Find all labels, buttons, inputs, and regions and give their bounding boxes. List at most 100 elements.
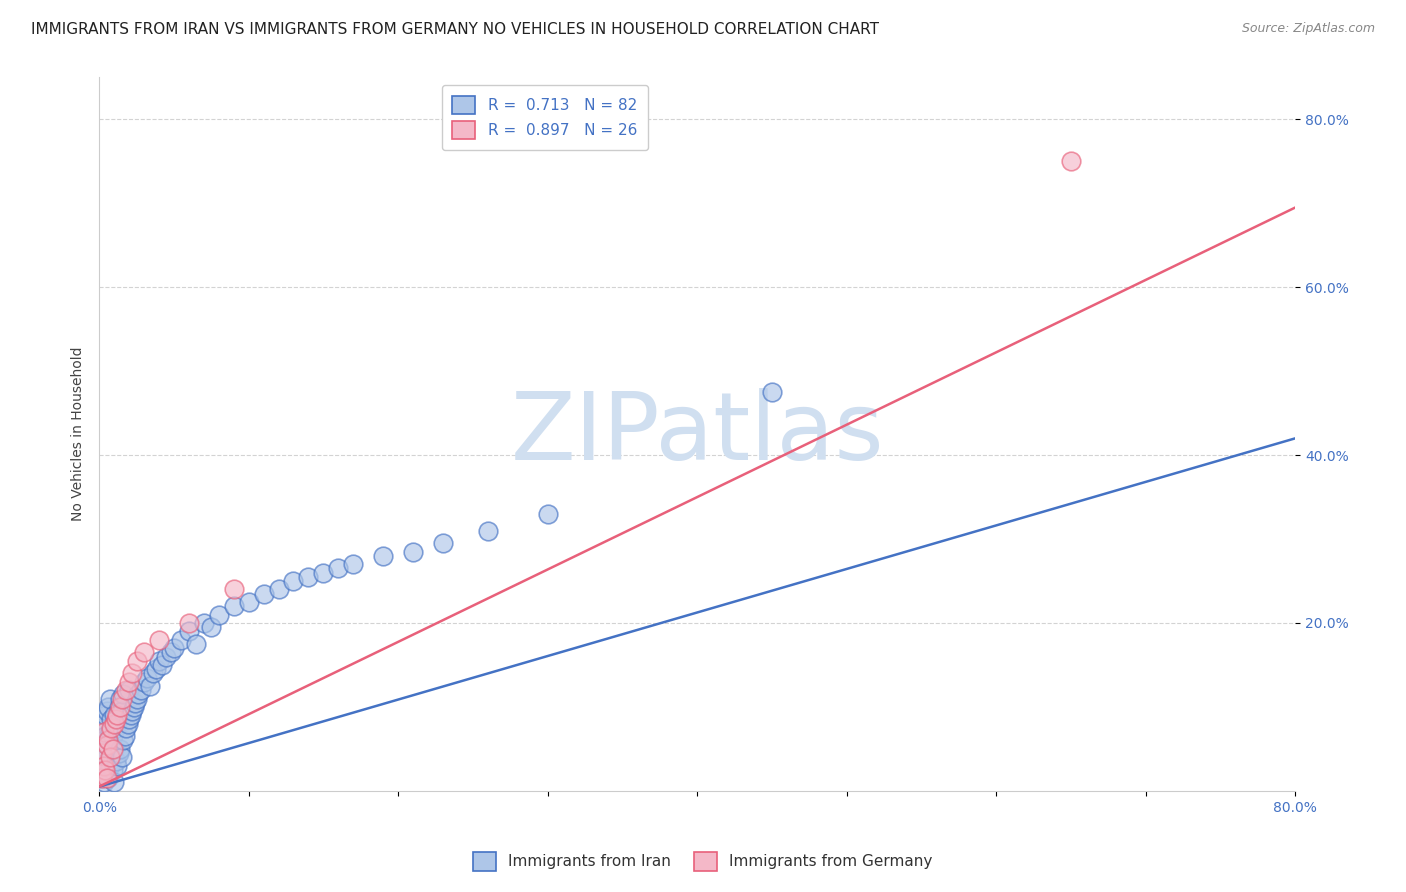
Point [97,733,120,747]
Point [96,767,118,781]
Point [1060,154,1083,169]
Point [112,733,135,747]
Point [93,716,115,731]
Point [125,654,148,668]
Point [120,708,142,723]
Point [148,654,170,668]
Point [94,729,117,743]
Point [117,716,139,731]
Point [200,620,222,634]
Point [110,750,132,764]
Point [193,615,215,630]
Point [104,721,127,735]
Point [98,691,121,706]
Y-axis label: No Vehicles in Household: No Vehicles in Household [72,347,86,522]
Point [537,507,560,521]
Point [101,742,124,756]
Point [107,746,129,760]
Point [160,645,183,659]
Point [267,582,290,597]
Point [342,558,364,572]
Point [97,771,120,785]
Point [105,708,128,723]
Point [94,763,117,777]
Point [283,574,305,588]
Point [97,699,120,714]
Point [100,713,122,727]
Point [761,385,783,400]
Point [104,755,127,769]
Point [121,666,143,681]
Point [110,691,132,706]
Point [91,755,114,769]
Point [98,758,121,772]
Point [90,733,112,747]
Text: ZIPatlas: ZIPatlas [510,388,884,480]
Point [90,767,112,781]
Legend: Immigrants from Iran, Immigrants from Germany: Immigrants from Iran, Immigrants from Ge… [464,843,942,880]
Point [98,750,121,764]
Point [208,607,231,622]
Point [148,632,170,647]
Point [186,637,208,651]
Point [127,687,149,701]
Point [91,746,114,760]
Point [96,771,118,785]
Point [155,649,177,664]
Point [115,683,138,698]
Point [100,750,122,764]
Point [93,746,115,760]
Point [297,570,319,584]
Point [177,615,200,630]
Point [91,771,114,785]
Point [132,674,155,689]
Point [112,687,135,701]
Point [97,733,120,747]
Point [312,566,335,580]
Point [402,544,425,558]
Point [328,561,350,575]
Point [122,699,145,714]
Point [477,524,499,538]
Point [222,582,245,597]
Point [100,721,122,735]
Point [96,704,118,718]
Point [105,716,128,731]
Point [163,641,186,656]
Point [118,683,141,698]
Point [108,742,131,756]
Point [170,632,193,647]
Point [139,679,162,693]
Point [238,595,260,609]
Point [124,696,146,710]
Point [103,708,125,723]
Legend: R =  0.713   N = 82, R =  0.897   N = 26: R = 0.713 N = 82, R = 0.897 N = 26 [441,85,648,150]
Point [107,699,129,714]
Point [91,771,114,785]
Point [91,721,114,735]
Point [96,738,118,752]
Point [252,586,274,600]
Point [136,671,159,685]
Text: IMMIGRANTS FROM IRAN VS IMMIGRANTS FROM GERMANY NO VEHICLES IN HOUSEHOLD CORRELA: IMMIGRANTS FROM IRAN VS IMMIGRANTS FROM … [31,22,879,37]
Point [118,674,141,689]
Point [114,729,136,743]
Point [94,763,117,777]
Point [96,738,118,752]
Text: Source: ZipAtlas.com: Source: ZipAtlas.com [1241,22,1375,36]
Point [110,704,132,718]
Point [104,713,127,727]
Point [98,725,121,739]
Point [118,713,141,727]
Point [432,536,454,550]
Point [93,725,115,739]
Point [108,691,131,706]
Point [103,716,125,731]
Point [125,691,148,706]
Point [373,549,395,563]
Point [115,721,138,735]
Point [103,775,125,789]
Point [108,699,131,714]
Point [93,758,115,772]
Point [222,599,245,614]
